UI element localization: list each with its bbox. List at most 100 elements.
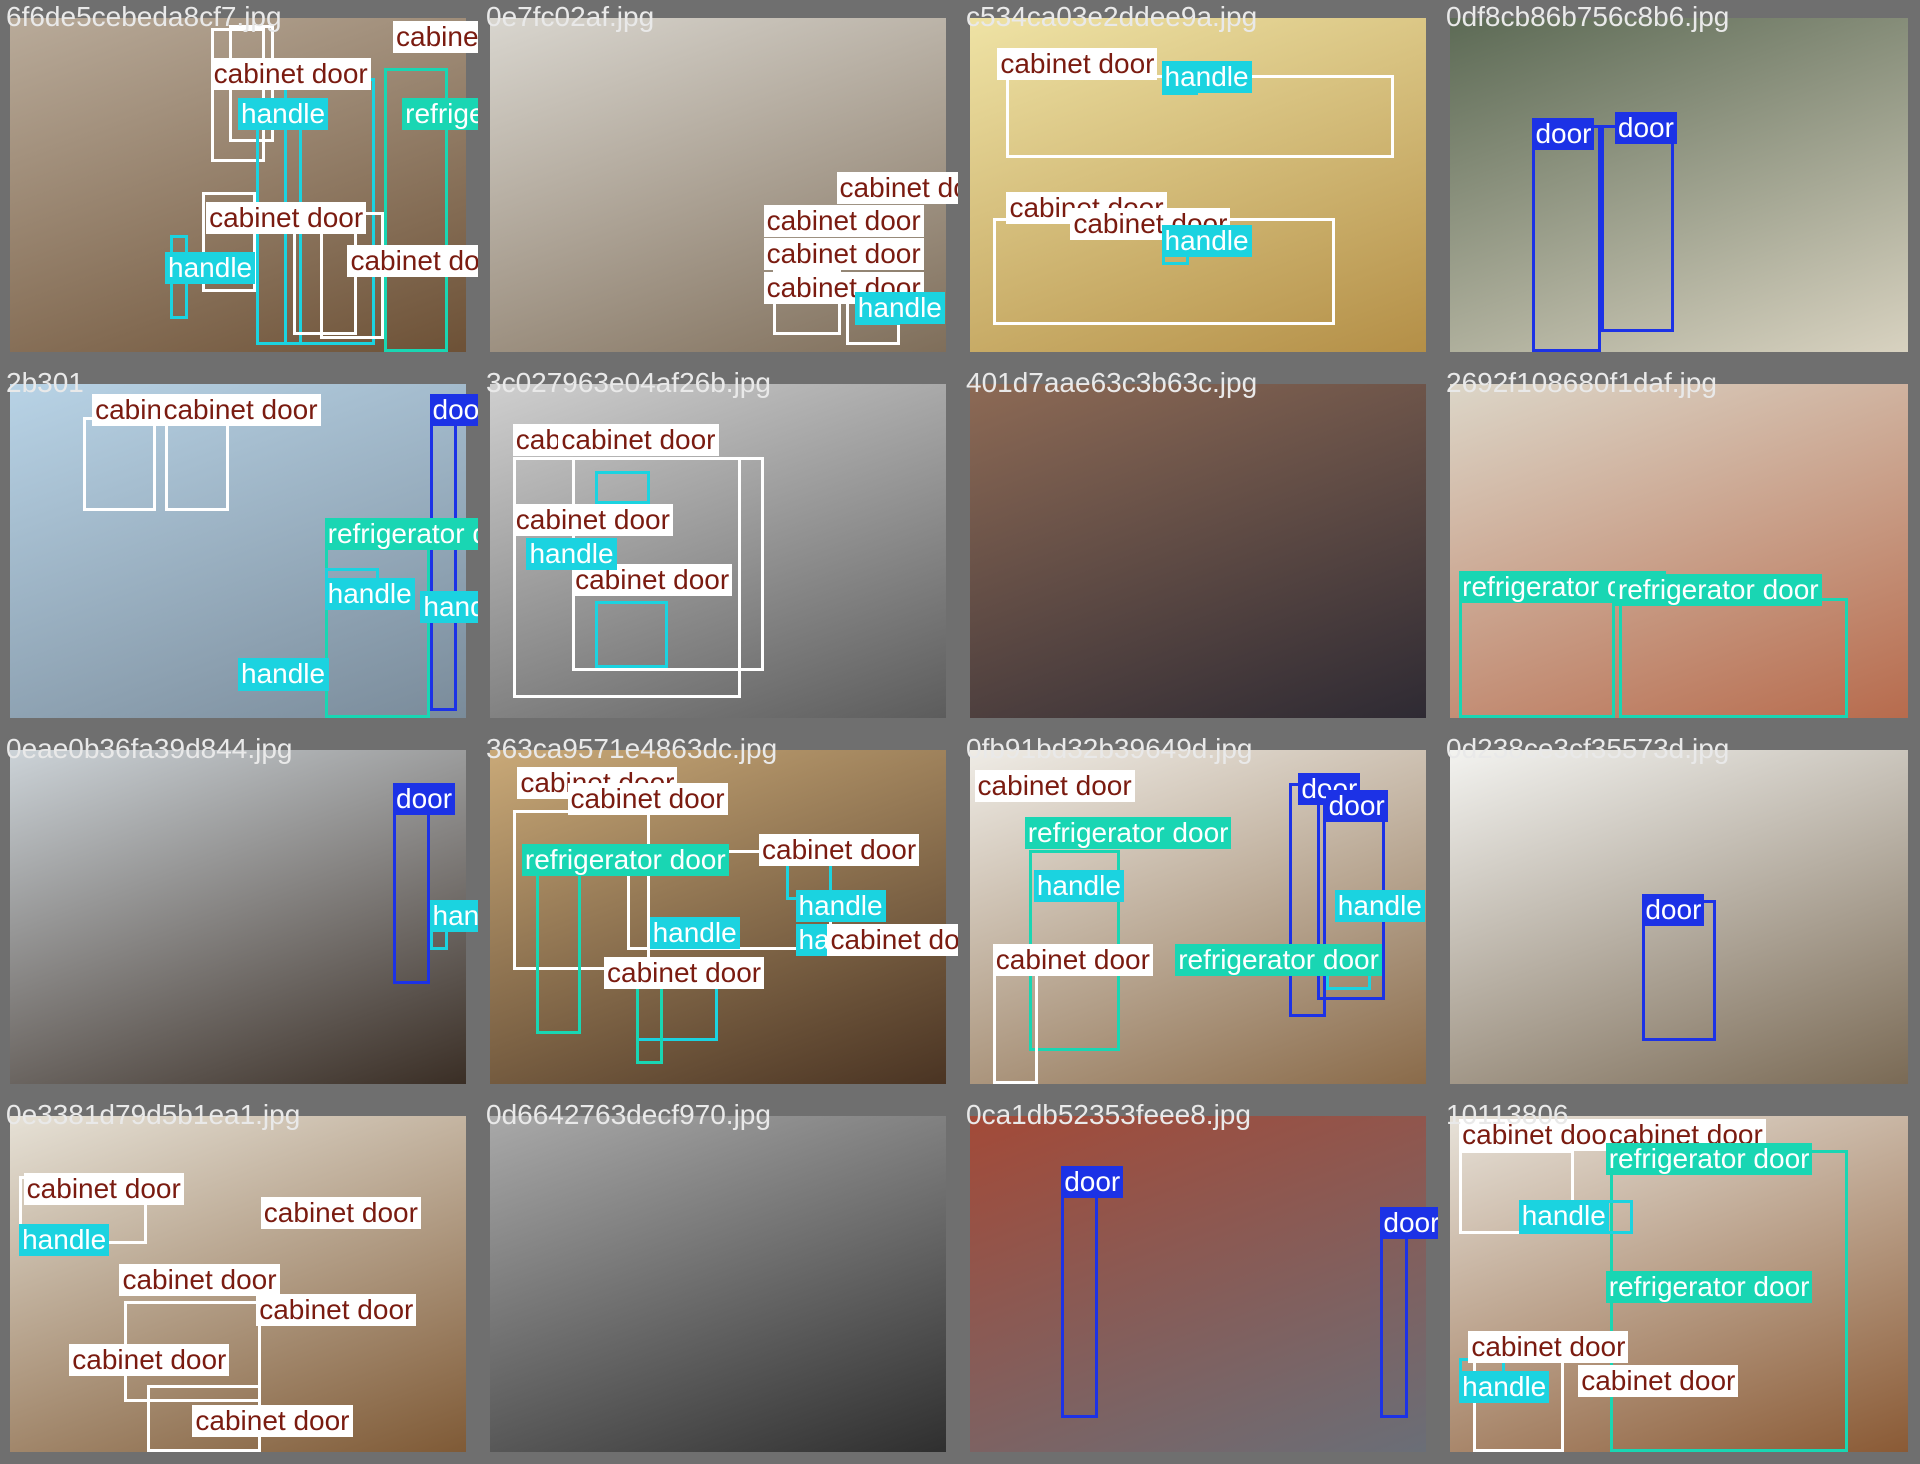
filename-label: 0df8cb86b756c8b6.jpg — [1446, 1, 1730, 32]
bbox-refrigerator-door — [383, 68, 448, 352]
label-handle: handle — [1459, 1371, 1550, 1404]
label-cabinet-door: cabinet door — [119, 1263, 280, 1296]
label-handle: handle — [1334, 890, 1425, 923]
image-tile: door door 0df8cb86b756c8b6.jpg — [1440, 0, 1920, 364]
label-refrigerator-door: refrigerator door — [1605, 1142, 1813, 1175]
label-door: door — [1642, 893, 1705, 926]
label-door: door — [1532, 118, 1595, 151]
filename-label: 0eae0b36fa39d844.jpg — [6, 733, 293, 764]
label-handle: handle — [526, 537, 617, 570]
label-cabinet-door: cabinet door — [210, 58, 371, 91]
label-handle: handle — [429, 900, 478, 933]
bbox-door — [1601, 124, 1675, 332]
label-refrigerator-door: refrigerator door — [1614, 574, 1822, 607]
image-tile: cabinet door handle cabinet door cabinet do… — [960, 0, 1438, 364]
label-cabinet-door: cabinet door — [23, 1173, 184, 1206]
label-cabinet-door: cabinet door — [759, 833, 920, 866]
bbox-refrigerator-door — [635, 983, 664, 1064]
filename-label: 0e3381d79d5b1ea1.jpg — [6, 1099, 301, 1130]
bbox-door — [1061, 1183, 1098, 1419]
bbox-cabinet-door — [210, 28, 266, 162]
label-cabinet-door: cabinet door — [604, 957, 765, 990]
label-handle: handle — [238, 98, 329, 131]
filename-label: 6f6de5cebeda8cf7.jpg — [6, 1, 282, 32]
filename-label: 401d7aae63c3b63c.jpg — [966, 367, 1258, 398]
label-cabinet-door: cabinet door — [347, 245, 478, 278]
label-handle: handle — [19, 1223, 110, 1256]
filename-label: 0ca1db52353feee8.jpg — [966, 1099, 1251, 1130]
label-cabinet-door: cabinet door — [836, 171, 958, 204]
filename-label: 2b301 — [6, 367, 84, 398]
label-refrigerator-door: refrigerator door — [1605, 1270, 1813, 1303]
photo-area — [1450, 384, 1908, 718]
label-cabinet-door: cabinet door — [1468, 1331, 1629, 1364]
filename-label: 0d6642763decf970.jpg — [486, 1099, 771, 1130]
bbox-refrigerator-door — [1619, 597, 1849, 718]
label-cabinet-door: cabinet door — [827, 923, 958, 956]
image-tile: cabinet door cabinet door cabinet door refr… — [480, 732, 958, 1096]
label-cabinet-door: cabinet door — [997, 48, 1158, 81]
filename-label: 363ca9571e4863dc.jpg — [486, 733, 778, 764]
label-cabinet-door: cabinet door — [974, 770, 1135, 803]
label-cabinet-door: cabinet door — [558, 424, 719, 457]
label-handle: handle — [324, 577, 415, 610]
label-handle: handle — [420, 591, 478, 624]
label-refrigerator-door: refrigerator door — [1175, 943, 1382, 976]
label-cabinet-door: cabinet door — [512, 504, 673, 537]
photo-area — [970, 1116, 1426, 1452]
label-door: door — [393, 783, 456, 816]
label-cabinet-door: cabinet door — [763, 205, 924, 238]
photo-area — [10, 750, 466, 1084]
label-cabinet-door: cabinet door — [1578, 1364, 1739, 1397]
label-handle: handle — [1518, 1200, 1609, 1232]
bbox-door — [1532, 124, 1602, 352]
bbox-cabinet-door — [82, 417, 156, 511]
label-cabinet-door: cabinet door — [206, 201, 367, 234]
photo-area — [970, 384, 1426, 718]
bbox-cabinet-door — [992, 967, 1039, 1084]
label-handle: handle — [1161, 61, 1252, 94]
label-handle: handle — [795, 890, 886, 923]
image-tile: door door 0ca1db52353feee8.jpg — [960, 1098, 1438, 1464]
label-cabinet-door: cabinet door — [192, 1404, 353, 1437]
label-cabinet-door: cabinet door — [572, 564, 733, 597]
label-handle: handle — [1161, 225, 1252, 258]
bbox-refrigerator-door — [535, 866, 582, 1034]
label-refrigerator-door: refrigerator door — [324, 517, 478, 550]
label-cabinet-door: cabinet door — [517, 766, 678, 799]
label-cabinet-door: cabinet door — [69, 1344, 230, 1377]
bbox-door — [429, 394, 457, 712]
label-refrigerator-door: refrigerator door — [1024, 816, 1232, 849]
label-cabinet-door: cabinet door — [992, 943, 1153, 976]
filename-label: 3c027963e04af26b.jpg — [486, 367, 771, 398]
image-tile: 401d7aae63c3b63c.jpg — [960, 366, 1438, 730]
label-handle: handle — [165, 251, 256, 284]
label-refrigerator-door: refrigerator door — [402, 98, 478, 131]
filename-label: 0e7fc02af.jpg — [486, 1, 655, 32]
label-cabinet-door: cabinet door — [1459, 1119, 1620, 1152]
bbox-refrigerator-door — [1459, 597, 1615, 718]
bbox-handle — [594, 470, 650, 505]
image-tile: door handle 0eae0b36fa39d844.jpg — [0, 732, 478, 1096]
bbox-door — [1380, 1210, 1408, 1419]
image-tile: cabinet door cabinet door handle cabinet do… — [0, 1098, 478, 1464]
label-cabinet-door: cabinet door — [256, 1294, 417, 1327]
filename-label: 0d238ce3cf35573d.jpg — [1446, 733, 1730, 764]
bbox-cabinet-door — [201, 191, 257, 292]
label-door: door — [1614, 111, 1677, 144]
label-handle: handle — [238, 657, 329, 690]
photo-area — [490, 1116, 946, 1452]
label-cabinet-door: cabinet door — [393, 21, 478, 54]
filename-label: 2692f108680f1daf.jpg — [1446, 367, 1717, 398]
photo-area — [1450, 18, 1908, 352]
label-door: door — [1380, 1206, 1438, 1239]
filename-label: 10113806 — [1446, 1099, 1569, 1130]
bbox-cabinet-door — [165, 417, 229, 511]
image-tile: cabinet door refrigerator door door door han… — [960, 732, 1438, 1096]
label-cabinet-door: cabinet door — [763, 238, 924, 271]
image-tile: refrigerator door refrigerator door 2692f1… — [1440, 366, 1920, 730]
